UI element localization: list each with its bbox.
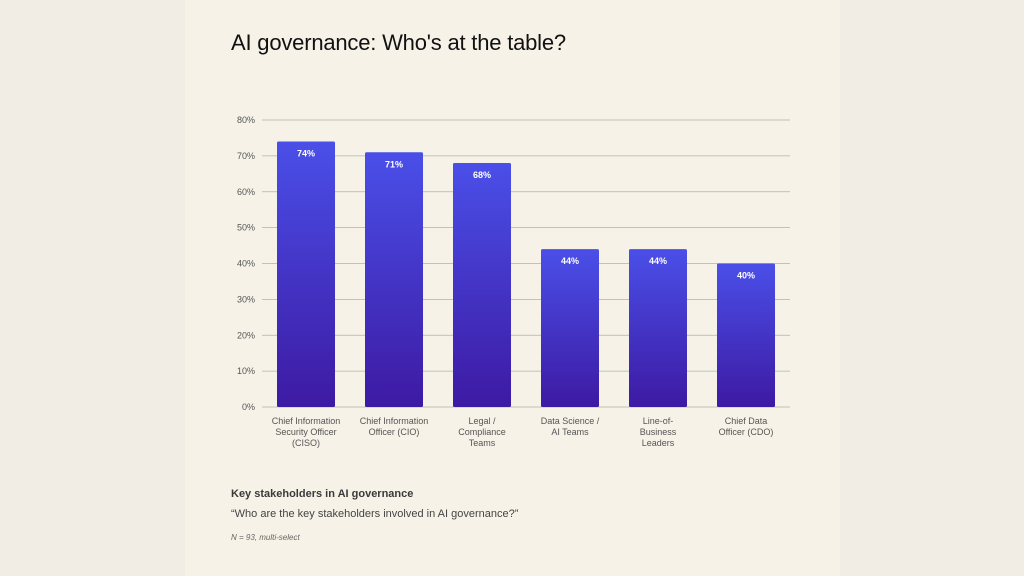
category-label-line: Data Science /: [541, 416, 600, 426]
y-tick-label: 20%: [237, 330, 255, 340]
category-label-line: Chief Information: [360, 416, 429, 426]
bar-value-label: 68%: [473, 170, 491, 180]
y-tick-label: 40%: [237, 259, 255, 269]
category-label-line: (CISO): [292, 438, 320, 448]
category-label-line: Compliance: [458, 427, 506, 437]
category-label: Chief Information Officer (CIO): [360, 416, 429, 437]
category-label-line: Leaders: [642, 438, 675, 448]
category-label-line: Chief Information: [272, 416, 341, 426]
x-axis-categories: Chief Information Security Officer (CISO)C…: [272, 416, 774, 448]
bar: [541, 249, 599, 407]
category-label: Chief Data Officer (CDO): [719, 416, 774, 437]
data-labels: 74% 71% 68% 44% 44% 40%: [297, 149, 755, 281]
category-label-line: Officer (CDO): [719, 427, 774, 437]
category-label-line: Security Officer: [275, 427, 336, 437]
y-axis-ticks: 0% 10% 20% 30% 40% 50% 60% 70% 80%: [237, 115, 255, 412]
chart-subtitle: Key stakeholders in AI governance: [231, 488, 414, 500]
category-label-line: Line-of-: [643, 416, 674, 426]
y-tick-label: 30%: [237, 294, 255, 304]
gridlines: [262, 119, 790, 408]
category-label-line: AI Teams: [551, 427, 589, 437]
category-label: Legal / Compliance Teams: [458, 416, 506, 448]
y-tick-label: 10%: [237, 366, 255, 376]
y-tick-label: 80%: [237, 115, 255, 125]
bar: [717, 263, 775, 407]
y-tick-label: 70%: [237, 151, 255, 161]
bar: [453, 163, 511, 407]
y-tick-label: 60%: [237, 187, 255, 197]
category-label: Chief Information Security Officer (CISO): [272, 416, 341, 448]
bar-value-label: 40%: [737, 271, 755, 281]
chart-title: AI governance: Who's at the table?: [231, 30, 566, 55]
y-tick-label: 50%: [237, 223, 255, 233]
bar: [365, 152, 423, 407]
category-label-line: Chief Data: [725, 416, 768, 426]
category-label-line: Legal /: [468, 416, 496, 426]
survey-question: “Who are the key stakeholders involved i…: [231, 508, 519, 520]
y-tick-label: 0%: [242, 402, 255, 412]
sample-size-note: N = 93, multi-select: [231, 533, 300, 542]
bar-value-label: 71%: [385, 159, 403, 169]
category-label-line: Officer (CIO): [369, 427, 420, 437]
category-label-line: Business: [640, 427, 677, 437]
category-label-line: Teams: [469, 438, 496, 448]
category-label: Line-of-Business Leaders: [640, 416, 677, 448]
bar: [277, 141, 335, 407]
bar-value-label: 44%: [649, 256, 667, 266]
bars: [277, 141, 775, 407]
bar-value-label: 44%: [561, 256, 579, 266]
bar: [629, 249, 687, 407]
bar-value-label: 74%: [297, 149, 315, 159]
category-label: Data Science / AI Teams: [541, 416, 600, 437]
